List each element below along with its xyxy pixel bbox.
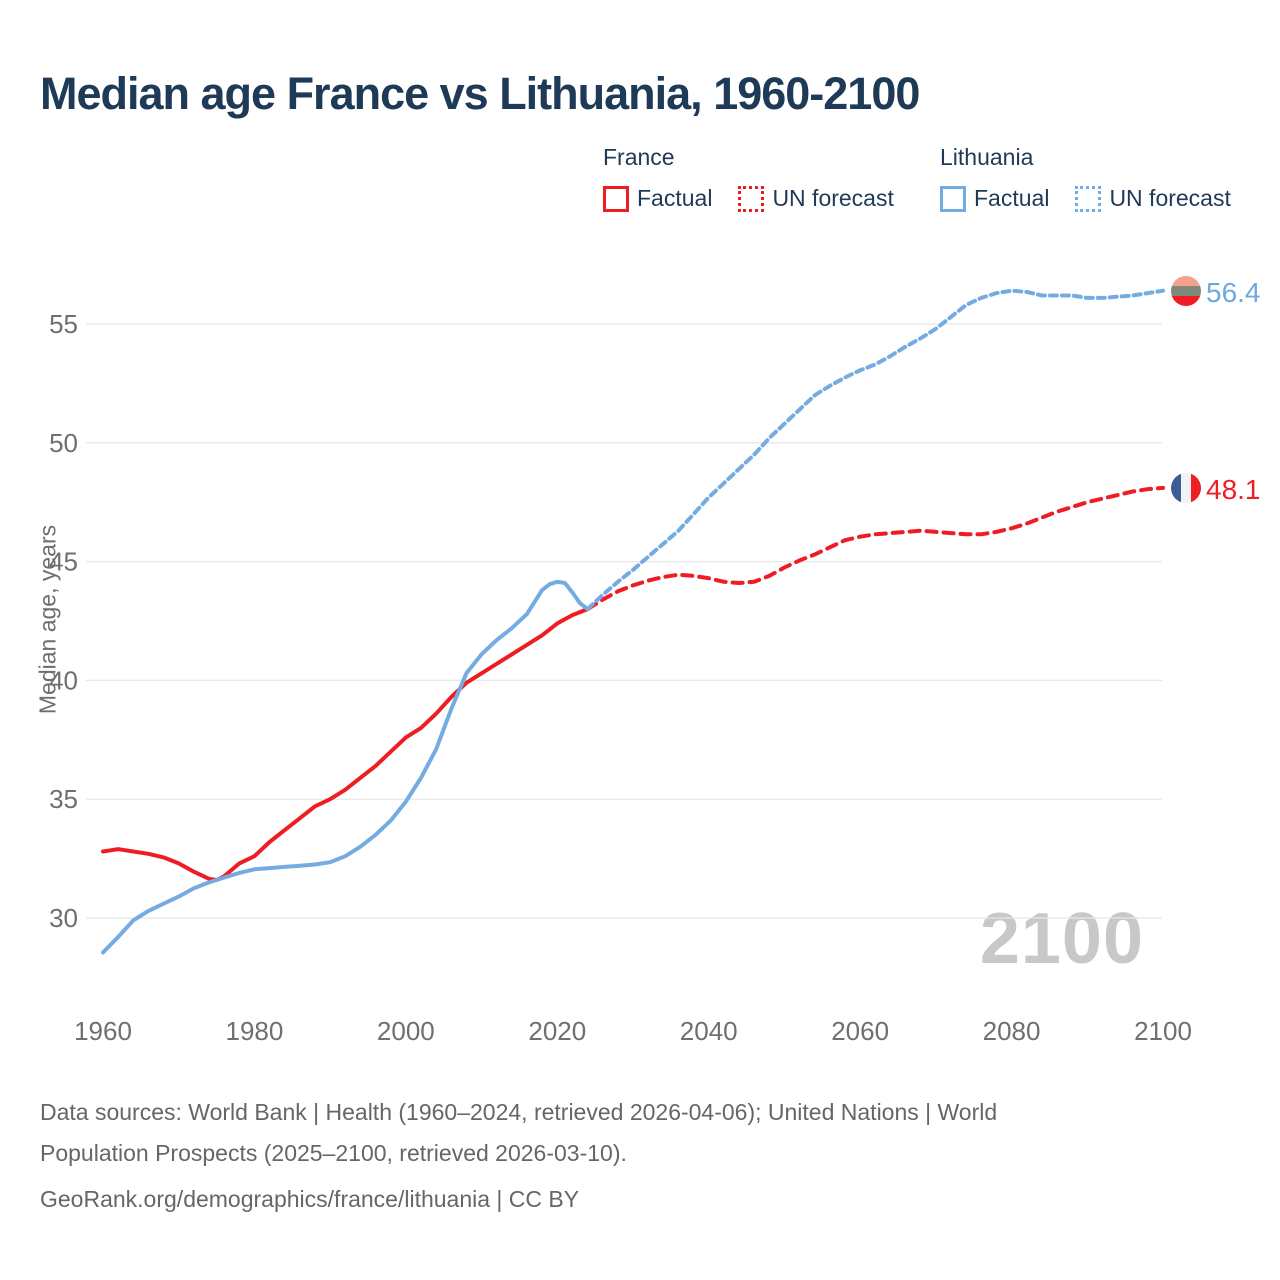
legend-swatch-lithuania-factual[interactable]	[940, 185, 966, 212]
y-axis-title: Median age, years	[34, 524, 61, 715]
chart-title: Median age France vs Lithuania, 1960-210…	[40, 68, 920, 119]
x-tick-2060: 2060	[831, 1016, 889, 1046]
y-tick-45: 45	[49, 547, 78, 577]
x-tick-2020: 2020	[528, 1016, 586, 1046]
legend-swatch-france-factual[interactable]	[603, 185, 629, 212]
data-sources-line2: Population Prospects (2025–2100, retriev…	[40, 1140, 627, 1166]
legend-label-lithuania-factual[interactable]: Factual	[974, 185, 1050, 211]
legend-label-france-forecast[interactable]: UN forecast	[772, 185, 894, 211]
end-value-france: 48.1	[1206, 474, 1261, 505]
france-flag-icon	[1171, 473, 1201, 503]
lithuania-flag-icon	[1171, 276, 1201, 306]
x-tick-2040: 2040	[680, 1016, 738, 1046]
legend-swatch-france-forecast[interactable]	[738, 185, 765, 212]
x-tick-1980: 1980	[226, 1016, 284, 1046]
legend-label-lithuania-forecast[interactable]: UN forecast	[1109, 185, 1231, 211]
legend-row-france: Factual UN forecast	[603, 185, 920, 212]
series-lithuania-un-forecast[interactable]	[585, 288, 1165, 612]
x-tick-2080: 2080	[983, 1016, 1041, 1046]
series-france-factual[interactable]	[101, 607, 590, 882]
legend-header-france: France	[603, 144, 675, 170]
legend-swatch-lithuania-forecast[interactable]	[1075, 185, 1102, 212]
y-tick-50: 50	[49, 428, 78, 458]
x-tick-2100: 2100	[1134, 1016, 1192, 1046]
legend-label-france-factual[interactable]: Factual	[637, 185, 713, 211]
x-tick-2000: 2000	[377, 1016, 435, 1046]
y-tick-55: 55	[49, 309, 78, 339]
x-tick-1960: 1960	[74, 1016, 132, 1046]
y-tick-40: 40	[49, 665, 78, 695]
y-tick-30: 30	[49, 903, 78, 933]
series-france-un-forecast[interactable]	[585, 485, 1165, 612]
legend-row-lithuania: Factual UN forecast	[940, 185, 1257, 212]
legend-group-france: France Factual UN forecast	[603, 144, 920, 212]
legend-header-lithuania: Lithuania	[940, 144, 1034, 170]
legend-group-lithuania: Lithuania Factual UN forecast	[940, 144, 1257, 212]
data-sources-link[interactable]: GeoRank.org/demographics/france/lithuani…	[40, 1186, 580, 1212]
y-tick-35: 35	[49, 784, 78, 814]
watermark-year: 2100	[979, 899, 1144, 979]
data-sources-line1: Data sources: World Bank | Health (1960–…	[40, 1099, 998, 1125]
data-sources: Data sources: World Bank | Health (1960–…	[40, 1092, 997, 1220]
series-lithuania-factual[interactable]	[101, 579, 590, 955]
end-value-lithuania: 56.4	[1206, 277, 1261, 308]
